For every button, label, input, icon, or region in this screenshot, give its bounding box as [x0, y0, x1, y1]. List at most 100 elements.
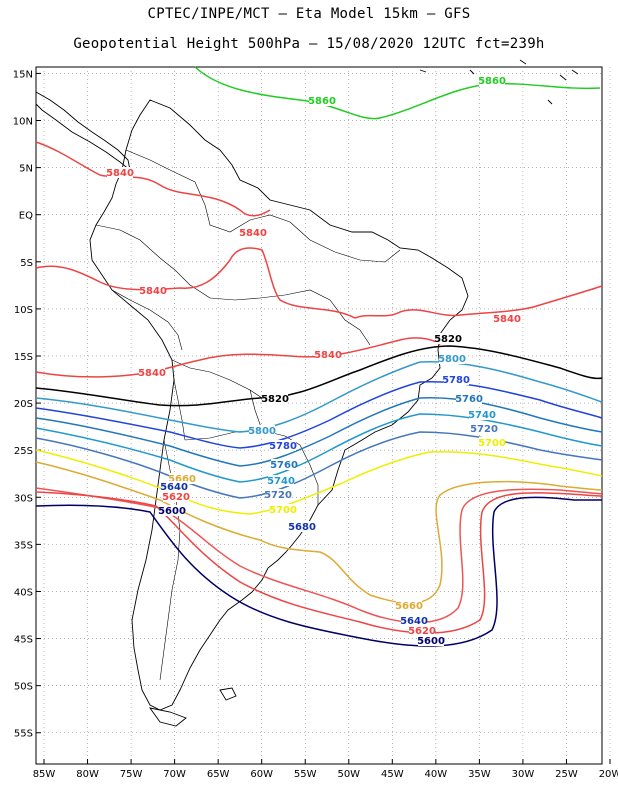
contour-5820	[35, 345, 603, 407]
chart-title-line-1: CPTEC/INPE/MCT – Eta Model 15km – GFS	[147, 6, 471, 22]
contour-5780	[35, 380, 603, 449]
contour-label-background	[471, 423, 497, 434]
contour-5800	[35, 360, 603, 433]
contour-label-5660: 5660	[168, 474, 196, 485]
contour-label-background	[268, 475, 294, 486]
contour-label-5860: 5860	[308, 96, 336, 107]
axis-ticks	[36, 72, 611, 764]
lat-tick-label: 25S	[14, 446, 33, 457]
lon-tick-label: 85W	[33, 769, 56, 780]
contour-label-5840: 5840	[138, 368, 166, 379]
lat-tick-label: 10S	[14, 305, 33, 316]
contour-label-background	[163, 491, 189, 502]
lat-tick-label: 15N	[13, 69, 33, 80]
contour-label-5820: 5820	[261, 394, 289, 405]
contour-label-5760: 5760	[270, 460, 298, 471]
contour-label-5840: 5840	[139, 286, 167, 297]
contour-label-5660: 5660	[395, 601, 423, 612]
contour-label-5720: 5720	[470, 424, 498, 435]
contour-5600	[35, 496, 602, 647]
contour-label-background	[435, 333, 461, 344]
contour-label-background	[289, 521, 315, 532]
contour-label-5640: 5640	[400, 616, 428, 627]
lon-tick-label: 40W	[425, 769, 448, 780]
contour-label-background	[494, 313, 520, 324]
contour-label-5840: 5840	[239, 228, 267, 239]
contour-label-5800: 5800	[248, 426, 276, 437]
contour-labels: 5860 5860 5840 5840 5840 5840 5840 5840 5820 5820…	[106, 75, 521, 647]
tierra-del-fuego	[148, 707, 187, 727]
lon-tick-label: 80W	[76, 769, 99, 780]
contour-5620	[35, 491, 603, 634]
contour-label-background	[439, 353, 465, 364]
lat-tick-label: 5N	[19, 164, 33, 175]
central-america-coastline	[35, 91, 131, 172]
lat-tick-label: 5S	[20, 258, 33, 269]
contour-5840	[35, 337, 441, 378]
contour-5740	[35, 413, 603, 483]
contour-label-background	[169, 473, 195, 484]
contour-label-background	[265, 489, 291, 500]
contour-label-background	[401, 615, 427, 626]
contour-label-5840: 5840	[493, 314, 521, 325]
lon-tick-label: 60W	[250, 769, 273, 780]
chart-title-line-2: Geopotential Height 500hPa – 15/08/2020 …	[73, 36, 545, 52]
falkland-islands	[219, 687, 237, 701]
contour-label-background	[270, 504, 296, 515]
lat-tick-label: 35S	[14, 540, 33, 551]
contour-5680	[35, 461, 603, 604]
contour-label-5860: 5860	[478, 76, 506, 87]
lon-tick-label: 50W	[337, 769, 360, 780]
contour-label-background	[309, 95, 335, 106]
lon-tick-label: 65W	[207, 769, 230, 780]
lat-tick-label: 15S	[14, 352, 33, 363]
contour-label-background	[418, 635, 444, 646]
coastlines	[35, 59, 579, 727]
country-borders	[95, 149, 401, 681]
contour-label-5800: 5800	[438, 354, 466, 365]
contour-5720	[35, 431, 603, 499]
contour-label-5700: 5700	[269, 505, 297, 516]
lat-tick-label: 45S	[14, 635, 33, 646]
lat-tick-label: 20S	[14, 399, 33, 410]
lon-tick-label: 35W	[468, 769, 491, 780]
contour-5840	[35, 141, 271, 217]
contour-label-background	[479, 75, 505, 86]
contour-label-5780: 5780	[442, 375, 470, 386]
contour-label-5720: 5720	[264, 490, 292, 501]
contour-5760	[35, 396, 603, 467]
map-frame	[35, 66, 603, 765]
contour-label-5700: 5700	[478, 438, 506, 449]
contour-label-background	[107, 167, 133, 178]
contour-label-5680: 5680	[288, 522, 316, 533]
contour-label-5600: 5600	[158, 506, 186, 517]
lon-tick-label: 25W	[555, 769, 578, 780]
lat-tick-label: EQ	[19, 211, 33, 222]
contour-label-background	[409, 625, 435, 636]
contour-label-5740: 5740	[468, 410, 496, 421]
contour-label-background	[161, 481, 187, 492]
contour-label-5620: 5620	[162, 492, 190, 503]
lon-tick-label: 75W	[120, 769, 143, 780]
contour-label-5620: 5620	[408, 626, 436, 637]
contour-label-background	[315, 349, 341, 360]
contour-label-5740: 5740	[267, 476, 295, 487]
south-america-coastline	[89, 99, 469, 711]
lon-tick-label: 45W	[381, 769, 404, 780]
contour-label-background	[479, 437, 505, 448]
contour-label-5640: 5640	[160, 482, 188, 493]
contour-label-background	[139, 367, 165, 378]
contour-label-background	[443, 374, 469, 385]
contour-label-background	[262, 393, 288, 404]
contour-label-5820: 5820	[434, 334, 462, 345]
contour-label-background	[271, 459, 297, 470]
contour-5860	[194, 66, 601, 120]
lon-tick-label: 20W	[599, 769, 618, 780]
lat-tick-label: 50S	[14, 682, 33, 693]
contour-label-background	[456, 393, 482, 404]
contour-label-5840: 5840	[314, 350, 342, 361]
contour-label-background	[396, 600, 422, 611]
contour-label-5780: 5780	[269, 441, 297, 452]
lon-tick-label: 30W	[512, 769, 535, 780]
